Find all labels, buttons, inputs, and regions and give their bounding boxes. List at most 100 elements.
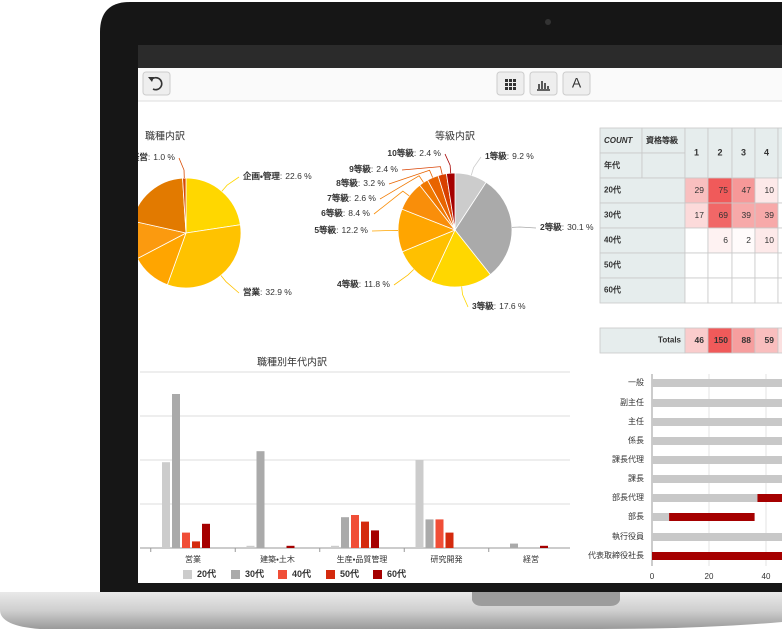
undo-icon — [150, 76, 163, 91]
chart-title: 等級内訳 — [435, 130, 475, 143]
table-cell — [599, 177, 686, 204]
y-tick-label: 副主任 — [620, 397, 644, 407]
slice-name: 9等級 — [349, 164, 371, 174]
slice-value: 12.2 % — [342, 225, 369, 235]
pie-slice — [185, 177, 241, 234]
chart-icon — [537, 81, 550, 91]
x-tick-label: 営業 — [185, 554, 201, 564]
slice-label: 企画・管理: 22.6 % — [242, 171, 312, 181]
bar — [256, 451, 265, 548]
label-separator: : — [371, 164, 373, 174]
table-value: 10 — [765, 185, 775, 195]
leader-line — [221, 176, 240, 192]
slice-label: 経営: 1.0 % — [130, 152, 176, 162]
y-tick-label: 課長代理 — [612, 454, 644, 464]
leader-line — [401, 166, 443, 175]
chart-button[interactable] — [529, 71, 558, 96]
table-cell — [707, 227, 733, 254]
table-cell — [777, 177, 782, 204]
table-cell — [684, 227, 709, 254]
legend-swatch — [278, 570, 287, 579]
y-tick-label: 係長 — [628, 435, 644, 445]
slice-label: 9等級: 2.4 % — [349, 164, 398, 174]
slice-name: 7等級 — [327, 193, 349, 203]
undo-button[interactable] — [142, 71, 171, 96]
slice-label: 6等級: 8.4 % — [321, 208, 370, 218]
bar — [652, 552, 782, 560]
slice-label: 営業: 32.9 % — [243, 287, 292, 297]
slice-value: 1.0 % — [153, 152, 175, 162]
slice-name: 10等級 — [387, 148, 414, 158]
bar — [341, 517, 349, 548]
legend-swatch — [326, 570, 335, 579]
slice-label: 3等級: 17.6 % — [472, 301, 526, 311]
bar — [652, 494, 758, 502]
slice-value: 17.6 % — [499, 301, 526, 311]
bar — [669, 513, 755, 521]
leader-line — [388, 169, 434, 185]
bar — [371, 530, 379, 548]
pie-slice — [166, 224, 242, 289]
pie-slice — [138, 221, 188, 259]
slice-value: 2.6 % — [354, 193, 376, 203]
label-separator: : — [359, 279, 361, 289]
slice-value: 3.2 % — [363, 178, 385, 188]
table-cell — [684, 277, 709, 304]
table-value: 47 — [742, 185, 752, 195]
legend-label: 20代 — [197, 568, 216, 579]
leader-line — [393, 269, 415, 286]
bar — [182, 532, 190, 548]
bar — [652, 513, 670, 521]
bar — [652, 456, 782, 464]
slice-value: 30.1 % — [567, 222, 594, 232]
toolbar — [138, 68, 782, 101]
table-cell — [731, 277, 756, 304]
column-label: 1 — [694, 147, 699, 157]
x-tick-label: 経営 — [523, 554, 539, 564]
window-bar — [138, 45, 782, 68]
totals-label: Totals — [658, 336, 682, 345]
y-tick-label: 執行役員 — [612, 531, 644, 541]
bar — [415, 460, 424, 548]
table-cell — [599, 277, 686, 304]
total-value: 46 — [695, 335, 705, 345]
table-cell — [777, 327, 782, 354]
bar — [510, 543, 518, 548]
legend-label: 30代 — [245, 568, 264, 579]
bar — [652, 379, 782, 387]
row-label: 40代 — [604, 235, 621, 245]
bar — [172, 394, 180, 548]
table-cell — [731, 227, 756, 254]
bar — [425, 519, 434, 548]
table-corner: COUNT — [604, 136, 634, 145]
y-tick-label: 代表取締役社長 — [588, 550, 644, 560]
table-cell — [777, 202, 782, 229]
camera — [545, 19, 551, 25]
x-tick-label: 生産・品質管理 — [337, 554, 388, 564]
bar — [652, 418, 782, 426]
y-tick-label: 課長 — [628, 474, 644, 483]
bar — [246, 545, 255, 548]
pie-slice — [138, 177, 187, 234]
legend-label: 50代 — [340, 568, 359, 579]
y-tick-label: 主任 — [628, 416, 644, 426]
table-cell — [599, 202, 686, 229]
base-notch — [472, 592, 620, 606]
font-button[interactable] — [562, 71, 591, 96]
table-cell — [777, 277, 782, 304]
x-tick-label: 建築・土木 — [260, 554, 295, 564]
legend-label: 60代 — [387, 568, 406, 579]
slice-name: 3等級 — [472, 301, 494, 311]
slice-value: 32.9 % — [265, 287, 292, 297]
label-separator: : — [358, 178, 360, 188]
y-tick-label: 一般 — [628, 377, 644, 387]
total-value: 59 — [765, 335, 775, 345]
pie-slice — [138, 232, 187, 286]
table-cell — [707, 252, 733, 279]
table-value: 6 — [723, 235, 728, 245]
bar — [202, 523, 210, 548]
bar — [445, 532, 454, 548]
label-separator: : — [414, 148, 416, 158]
column-header: 資格等級 — [646, 135, 679, 145]
